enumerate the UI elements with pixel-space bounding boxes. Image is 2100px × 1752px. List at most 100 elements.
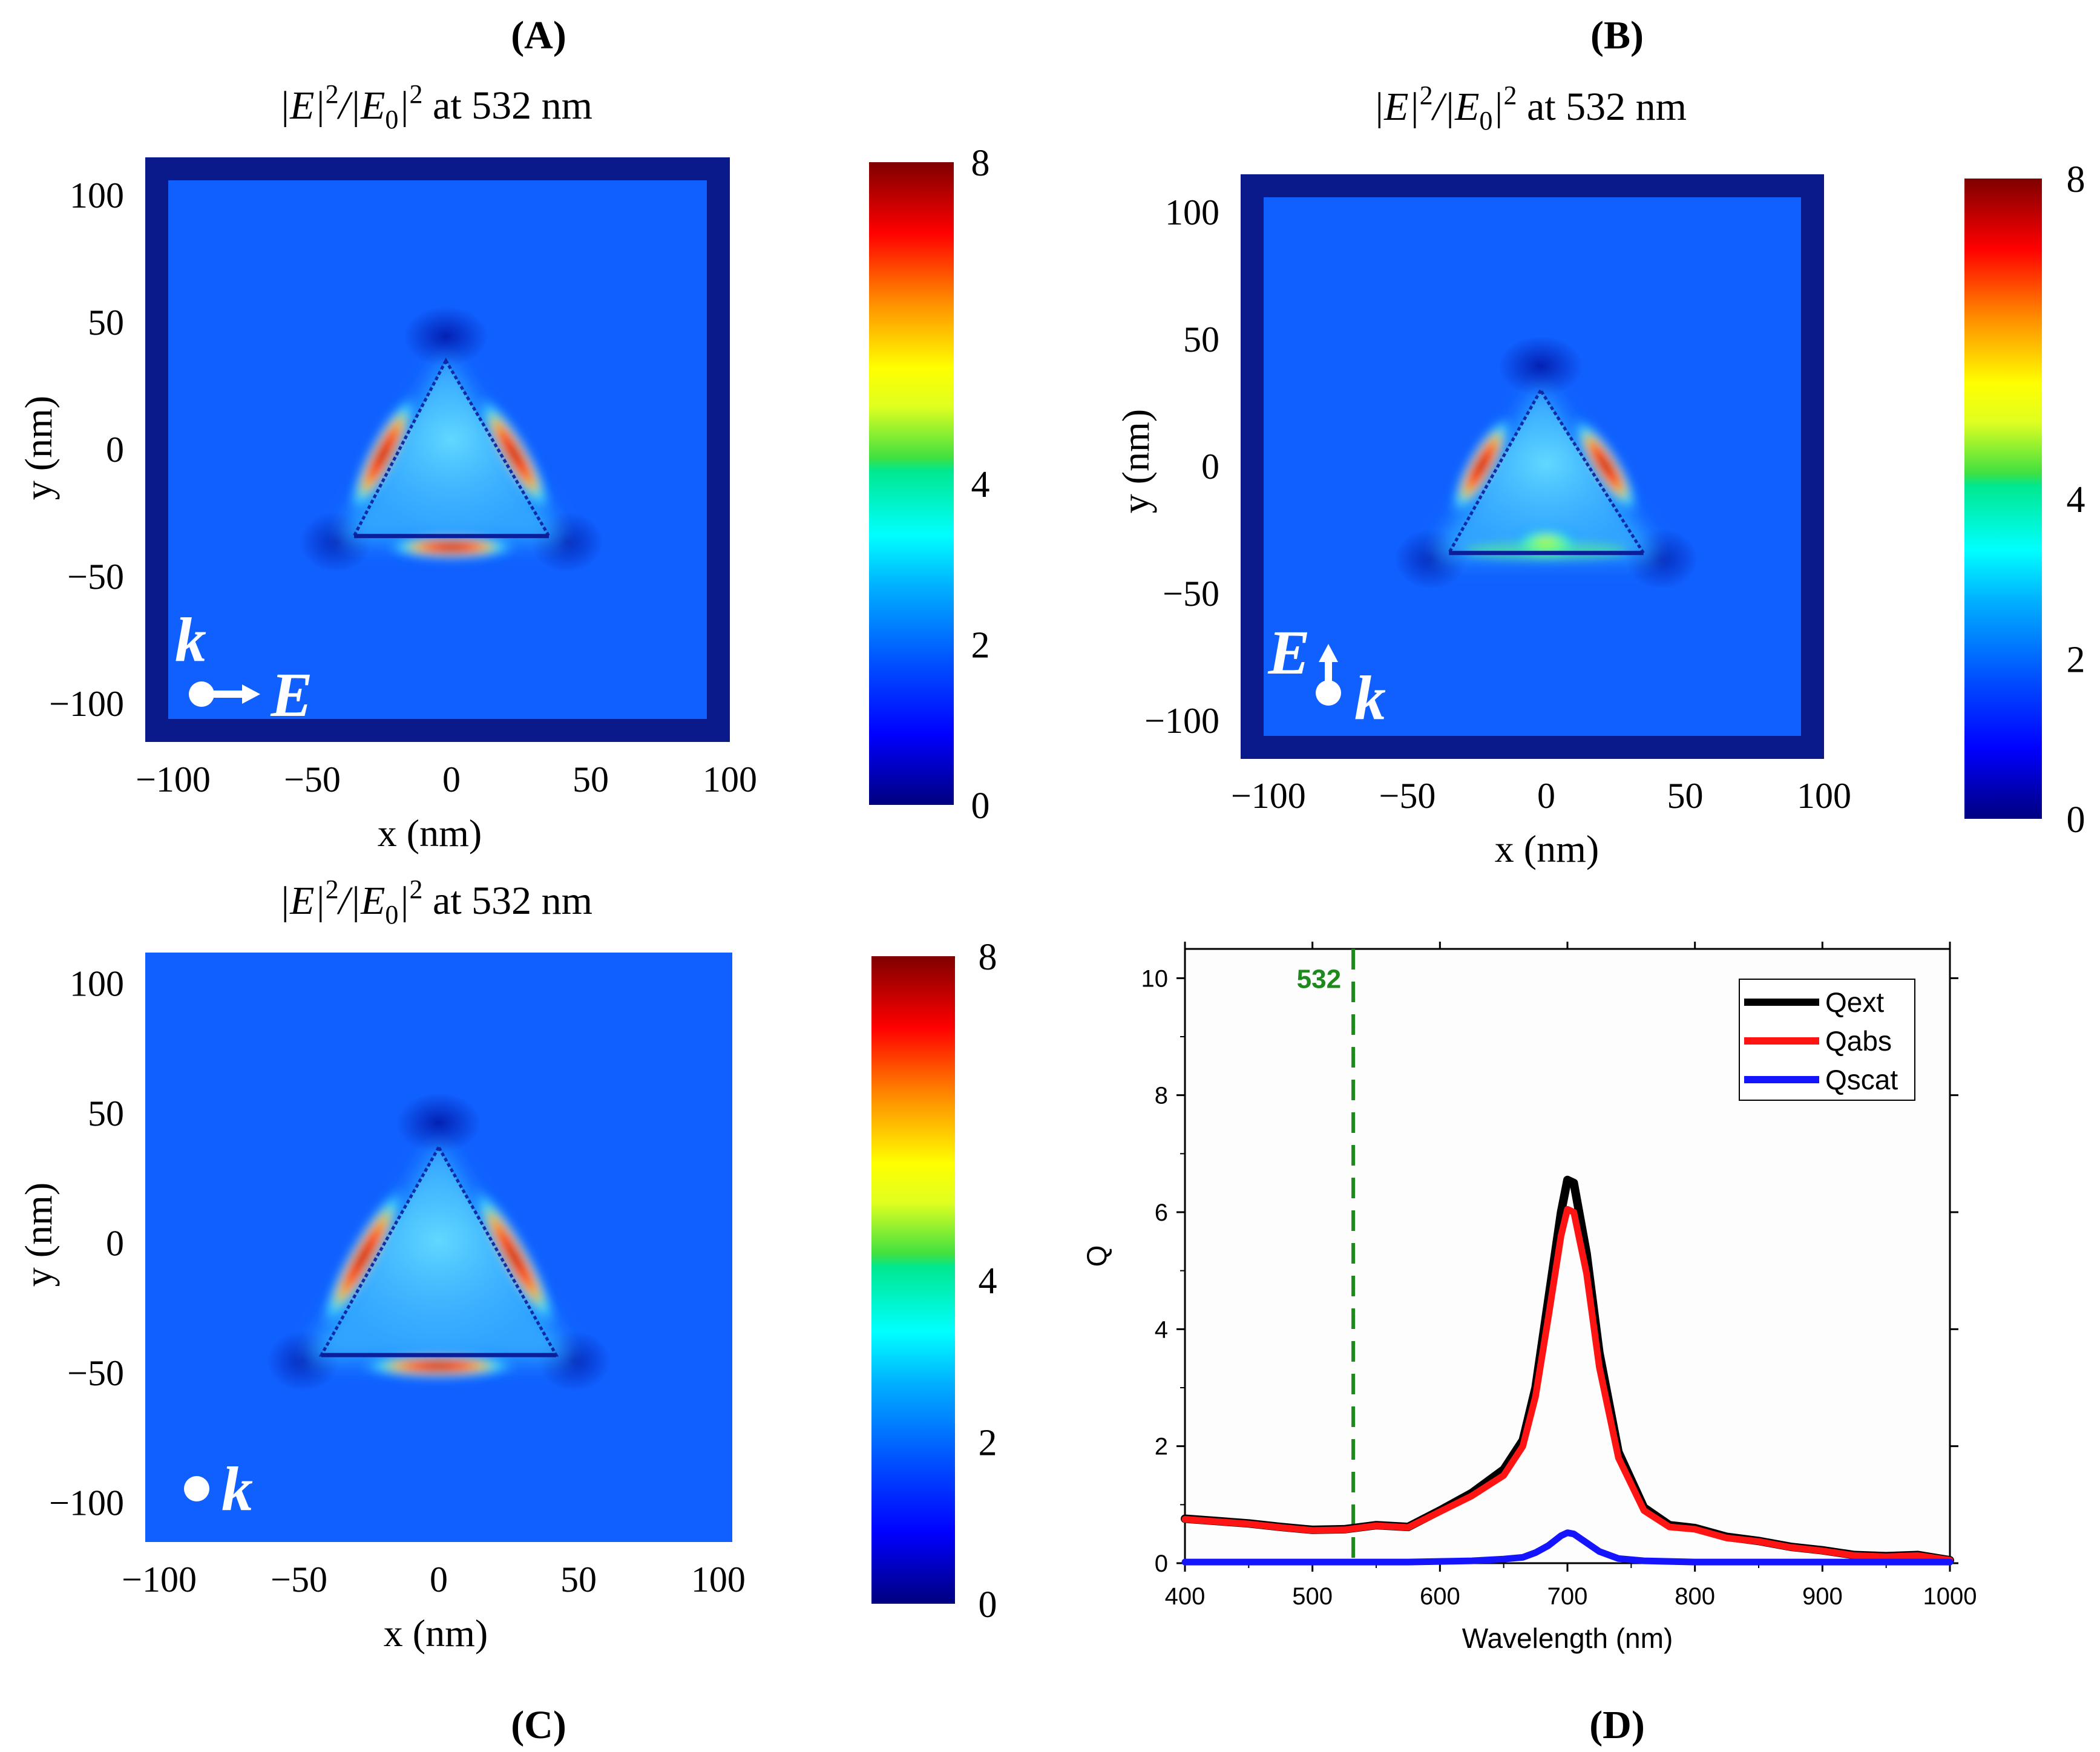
field-map [300,306,603,573]
panel-title: |E|2/|E0|2 at 532 nm [1373,80,1687,136]
colorbar-tick-label: 4 [979,1261,997,1302]
x-tick-label: 100 [703,760,757,799]
title-part: |E| [279,84,326,128]
x-axis-label: x (nm) [1495,827,1599,870]
field-map [267,1092,611,1392]
y-axis-label: y (nm) [17,1183,60,1287]
x-tick-label: −100 [136,760,211,799]
panel-label-b: (B) [1590,13,1644,57]
y-tick-label: 10 [1141,965,1169,992]
e-field-arrowhead [1319,644,1338,662]
field-node-apex [403,306,488,367]
x-tick-label: 50 [560,1560,597,1599]
x-axis-label: Wavelength (nm) [1462,1622,1673,1654]
y-tick-label: −50 [67,1353,124,1393]
y-tick-label: −100 [1144,701,1219,741]
y-tick-label: 6 [1155,1199,1168,1226]
x-tick-label: 700 [1547,1583,1588,1610]
hotspot-group [318,1182,559,1380]
x-axis-label: x (nm) [384,1612,488,1655]
title-part: | [398,879,409,923]
title-part: |E| [279,879,326,923]
hotspot-base [381,533,522,560]
y-axis-label: y (nm) [17,396,60,500]
legend-label-qabs: Qabs [1825,1025,1892,1057]
y-axis-label: Q [1081,1245,1112,1267]
y-tick-label: −50 [1163,574,1219,614]
y-tick-label: −100 [49,684,124,724]
hotspot-base-band [1464,542,1628,559]
series-line-qabs [1181,1206,1954,1564]
x-tick-label: 600 [1420,1583,1460,1610]
panel-label-a: (A) [511,13,566,57]
panel-title: |E|2/|E0|2 at 532 nm [279,79,592,134]
panel-label-c: (C) [511,1703,566,1747]
colorbar-tick-label: 0 [971,786,990,827]
y-tick-label: 0 [1155,1550,1168,1577]
x-tick-label: 1000 [1923,1583,1977,1610]
x-tick-label: 100 [1797,776,1851,816]
colorbar [1964,179,2042,819]
axis-ticks: 400 500 600 700 800 900 1000 0 2 4 6 8 10 [1141,942,1977,1610]
colorbar-tick-label: 8 [971,143,990,184]
colorbar-tick-label: 0 [979,1584,997,1626]
series-lines [1181,1175,1954,1566]
x-tick-label: −100 [1231,776,1306,816]
title-part: 0 [385,105,398,134]
panel-labels: (A) (B) (C) (D) [511,13,1645,1747]
title-part: 2 [326,874,339,904]
y-tick-label: 100 [1165,192,1219,232]
e-field-label: E [1267,618,1310,687]
legend-label-qext: Qext [1825,986,1884,1018]
polarization-indicator: k [184,1454,253,1524]
y-tick-label: 100 [70,176,124,215]
e-field-label: E [270,660,312,730]
hotspot-left-edge [347,390,419,518]
x-tick-label: 0 [442,760,461,799]
y-tick-label: 50 [88,303,124,343]
polarization-indicator: kE [175,605,313,730]
title-part: | [398,84,409,128]
colorbar-tick-label: 2 [2067,640,2085,681]
axis-ticks: −100 −50 0 50 100 100 50 0 −50 −100 [1144,192,1851,816]
title-part: /|E [336,879,386,923]
triangle-outline [351,357,552,538]
hotspot-base [354,1353,523,1380]
polarization-indicator: Ek [1267,618,1386,733]
x-tick-label: 0 [1537,776,1555,816]
field-map [1394,336,1698,589]
y-tick-label: 4 [1155,1316,1168,1343]
legend-label-qscat: Qscat [1825,1064,1898,1095]
title-part: /|E [336,84,386,128]
title-part: at 532 nm [423,84,592,128]
title-part: at 532 nm [1517,85,1687,129]
y-tick-label: −100 [49,1483,124,1523]
title-part: 2 [1504,80,1517,110]
field-node-apex [1498,336,1583,396]
hotspot-right-edge [1570,414,1640,517]
colorbar-tick-label: 2 [971,625,990,666]
legend: Qext Qabs Qscat [1739,979,1915,1101]
title-part: 2 [410,874,423,904]
y-tick-label: 50 [88,1094,124,1134]
colorbar-tick-label: 8 [2067,159,2085,200]
x-tick-label: −50 [1379,776,1436,816]
x-tick-label: 800 [1675,1583,1715,1610]
title-part: | [1492,85,1503,129]
x-tick-label: 0 [430,1560,448,1599]
k-out-of-page-dot [189,681,214,707]
triangle-interior [321,1147,556,1356]
y-axis-label: y (nm) [1114,409,1157,513]
y-tick-label: 0 [106,430,124,470]
e-field-arrowhead [242,684,260,704]
colorbar-tick-label: 0 [2067,799,2085,841]
extinction-spectrum-panel: 400 500 600 700 800 900 1000 0 2 4 6 8 10 Wavelength … [1081,942,1977,1654]
panel-label-d: (D) [1589,1703,1645,1747]
colorbar-tick-label: 2 [979,1423,997,1464]
x-tick-label: 400 [1165,1583,1206,1610]
y-tick-label: −50 [67,557,124,597]
k-vector-label: k [175,605,206,675]
triangle-interior [1449,390,1644,553]
